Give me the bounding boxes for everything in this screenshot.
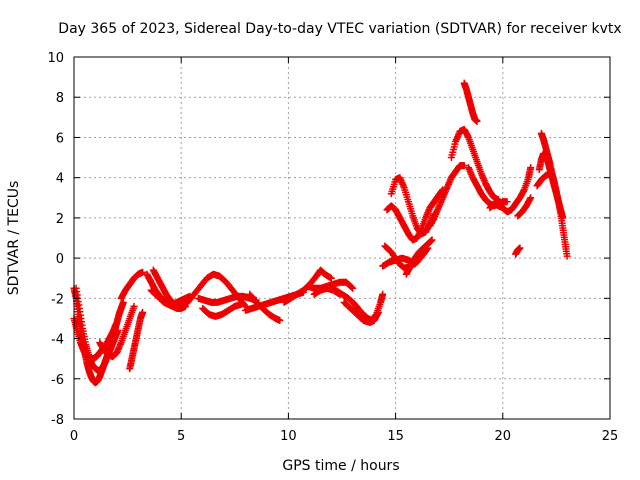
data-point (139, 308, 147, 316)
series-arc-31 (514, 194, 535, 220)
x-tick-label: 5 (177, 429, 185, 444)
grid-lines (74, 57, 610, 419)
chart-title: Day 365 of 2023, Sidereal Day-to-day VTE… (58, 21, 621, 37)
x-tick-label: 20 (495, 429, 512, 444)
series-arc-05 (117, 268, 147, 302)
data-point (374, 308, 382, 316)
y-tick-label: -6 (51, 373, 64, 388)
data-point (527, 194, 535, 202)
y-axis-label: SDTVAR / TECUs (6, 181, 22, 296)
data-point (546, 170, 554, 178)
series-arc-33 (535, 150, 567, 222)
series-arc-26 (447, 125, 503, 204)
data-point (139, 268, 147, 276)
data-point (327, 274, 335, 282)
data-point (559, 214, 567, 222)
data-point (379, 290, 387, 298)
data-point (112, 320, 120, 328)
y-tick-label: 0 (56, 252, 64, 267)
series-arc-27 (460, 79, 481, 125)
series-arc-24 (402, 236, 436, 278)
x-tick-label: 0 (70, 429, 78, 444)
data-points (70, 79, 571, 387)
y-tick-label: 10 (47, 51, 64, 66)
x-tick-label: 10 (280, 429, 297, 444)
y-tick-label: 2 (56, 212, 64, 227)
series-arc-30 (512, 244, 524, 258)
series-arc-12 (199, 300, 245, 320)
series-arc-09 (149, 266, 183, 310)
data-point (460, 162, 468, 170)
data-point (348, 283, 356, 291)
data-point (563, 252, 571, 260)
series-arc-34 (533, 170, 554, 190)
series-arc-29 (486, 164, 535, 216)
data-point (473, 117, 481, 125)
series-arc-03 (72, 284, 122, 375)
x-tick-label: 25 (602, 429, 619, 444)
data-point (276, 316, 284, 324)
data-point (527, 164, 535, 172)
data-point (114, 327, 122, 335)
series-arc-25 (426, 162, 468, 230)
data-point (119, 298, 127, 306)
x-tick-labels: 0 5 10 15 20 25 (70, 429, 618, 444)
y-tick-label: 6 (56, 131, 64, 146)
series-arc-06 (126, 308, 147, 373)
y-tick-label: -4 (51, 333, 64, 348)
plot-frame (73, 56, 611, 420)
data-point (237, 300, 245, 308)
data-point (516, 244, 524, 252)
data-point (428, 236, 436, 244)
series-arc-19 (340, 298, 382, 326)
series-arc-04 (96, 302, 138, 361)
axis-ticks (73, 56, 611, 420)
x-axis-label: GPS time / hours (282, 458, 399, 474)
y-tick-label: 8 (56, 91, 64, 106)
y-tick-labels: -8 -6 -4 -2 0 2 4 6 8 10 (47, 51, 64, 428)
series-arc-23 (387, 174, 438, 238)
series-arc-10 (177, 270, 250, 310)
y-tick-label: 4 (56, 172, 64, 187)
data-point (503, 198, 511, 206)
data-point (349, 284, 357, 292)
data-point (130, 302, 138, 310)
y-tick-label: -2 (51, 292, 64, 307)
y-tick-label: -8 (51, 413, 64, 428)
x-tick-label: 15 (387, 429, 404, 444)
